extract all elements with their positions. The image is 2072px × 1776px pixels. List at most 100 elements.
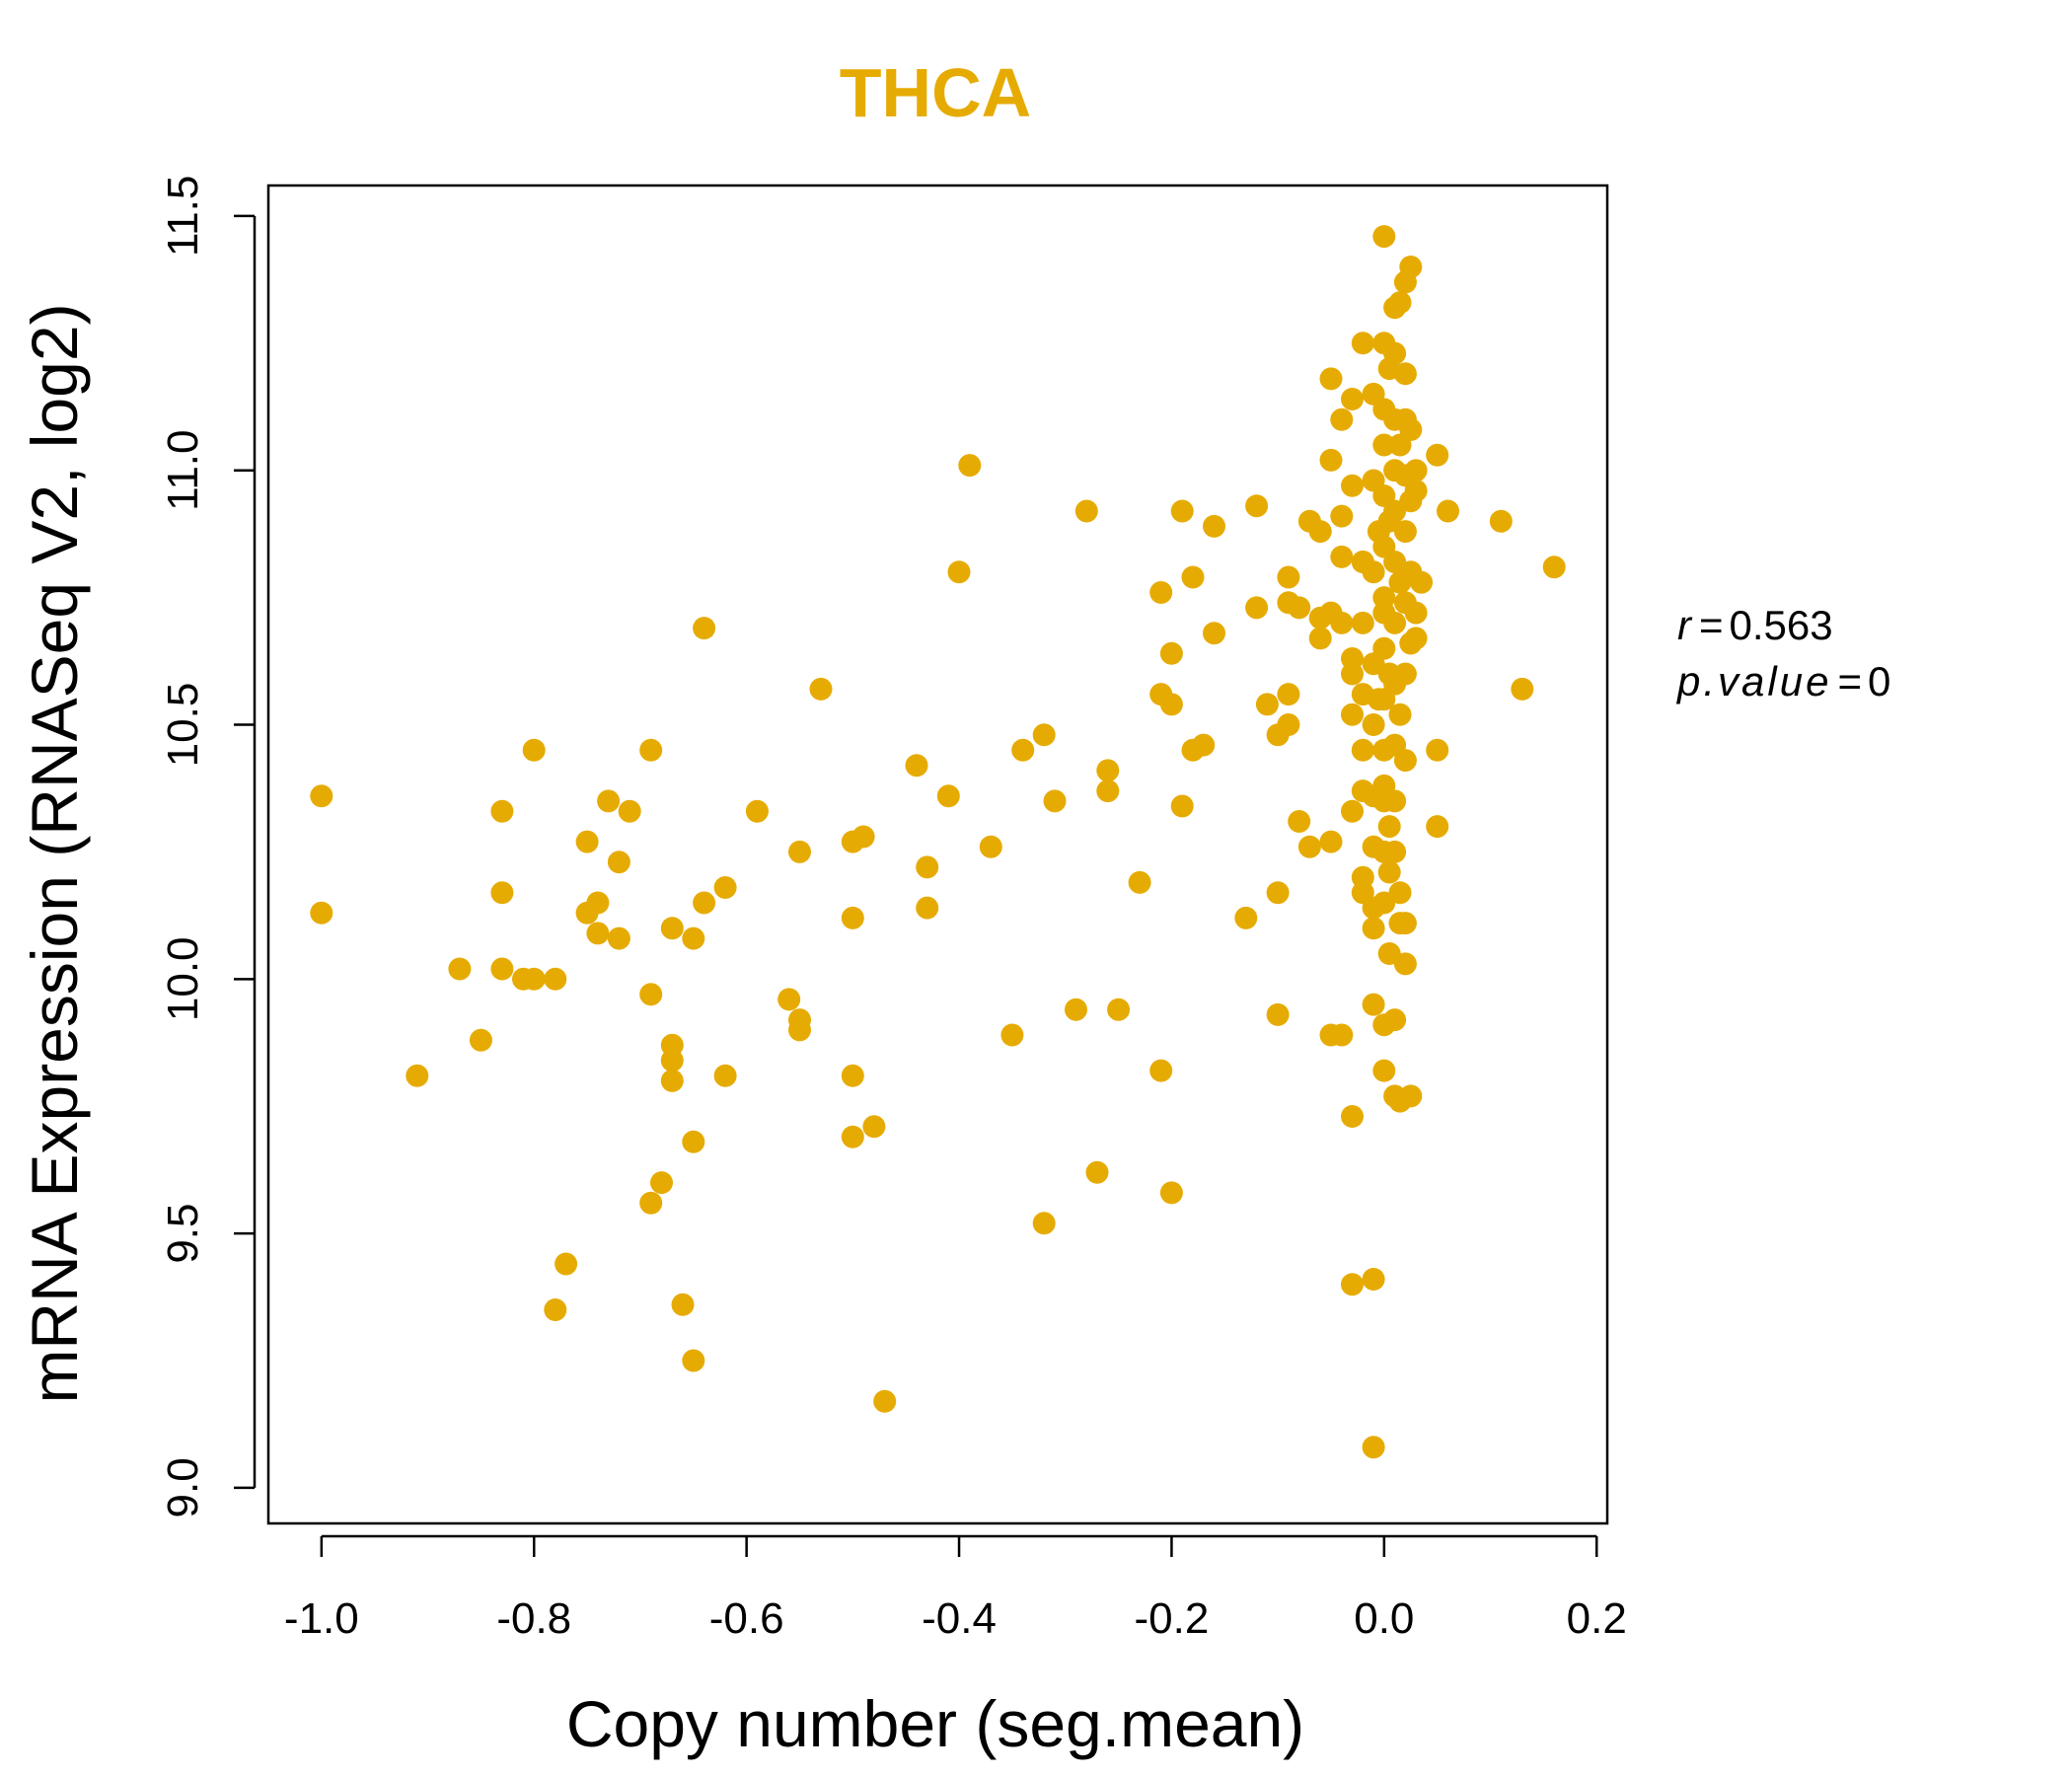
data-point bbox=[809, 677, 833, 701]
data-point bbox=[1032, 1212, 1056, 1235]
data-point bbox=[1383, 341, 1407, 365]
data-point bbox=[1288, 810, 1311, 833]
data-point bbox=[1372, 225, 1396, 249]
data-point bbox=[522, 967, 546, 991]
r-value: 0.563 bbox=[1730, 602, 1833, 648]
r-label: r bbox=[1677, 602, 1693, 648]
data-point bbox=[1277, 683, 1300, 706]
data-point bbox=[607, 851, 630, 874]
data-point bbox=[1393, 520, 1417, 544]
y-tick-label: 11.0 bbox=[159, 430, 207, 511]
data-point bbox=[406, 1064, 429, 1087]
data-point bbox=[862, 1115, 886, 1139]
x-axis-title: Copy number (seg.mean) bbox=[566, 1687, 1304, 1760]
data-point bbox=[1192, 733, 1216, 757]
data-point bbox=[1159, 641, 1183, 665]
data-point bbox=[1245, 494, 1269, 518]
data-point bbox=[660, 1069, 684, 1092]
x-tick-label: -0.2 bbox=[1135, 1594, 1210, 1643]
data-point bbox=[575, 830, 599, 853]
y-tick-label: 11.5 bbox=[159, 176, 207, 257]
data-point bbox=[1288, 596, 1311, 620]
data-point bbox=[958, 454, 982, 478]
data-point bbox=[1341, 799, 1364, 823]
data-point bbox=[841, 1064, 864, 1087]
data-point bbox=[1404, 479, 1428, 502]
data-point bbox=[1341, 703, 1364, 726]
data-point bbox=[1372, 1059, 1396, 1082]
data-point bbox=[1393, 662, 1417, 686]
data-point bbox=[1170, 499, 1194, 523]
y-tick-label: 9.0 bbox=[159, 1457, 207, 1517]
data-point bbox=[1330, 1023, 1354, 1047]
data-point bbox=[522, 738, 546, 762]
data-point bbox=[788, 1018, 811, 1042]
data-point bbox=[310, 901, 333, 925]
data-point bbox=[1399, 1084, 1423, 1108]
data-point bbox=[618, 799, 641, 823]
data-point bbox=[1255, 693, 1279, 716]
data-point bbox=[1128, 870, 1151, 894]
data-point bbox=[1372, 433, 1396, 457]
data-point bbox=[1399, 256, 1423, 278]
data-point bbox=[916, 896, 939, 920]
data-point bbox=[1234, 906, 1258, 929]
data-point bbox=[1149, 1059, 1173, 1082]
data-point bbox=[1085, 1160, 1109, 1184]
data-point bbox=[1159, 1181, 1183, 1205]
p-label: p.value bbox=[1675, 658, 1831, 704]
y-axis-title: mRNA Expression (RNASeq V2, log2) bbox=[18, 303, 91, 1403]
data-point bbox=[1377, 815, 1401, 839]
plot-frame bbox=[266, 184, 1609, 1525]
data-point bbox=[841, 1125, 864, 1148]
x-tick-label: 0.2 bbox=[1567, 1594, 1627, 1643]
data-point bbox=[1404, 459, 1428, 482]
data-point bbox=[1383, 840, 1407, 863]
data-point bbox=[947, 560, 971, 584]
data-point bbox=[1362, 713, 1385, 736]
data-point bbox=[788, 840, 811, 863]
data-point bbox=[1203, 622, 1225, 645]
data-point bbox=[1032, 723, 1056, 747]
data-point bbox=[1351, 611, 1374, 634]
data-point bbox=[1341, 1105, 1364, 1128]
data-point bbox=[1362, 993, 1385, 1016]
data-point bbox=[841, 906, 864, 929]
data-point bbox=[639, 983, 663, 1006]
data-point bbox=[639, 1191, 663, 1215]
data-point bbox=[1426, 443, 1449, 467]
data-point bbox=[490, 881, 514, 905]
data-point bbox=[1426, 738, 1449, 762]
p-equals: = bbox=[1837, 658, 1862, 704]
r-stat: r = 0.563 bbox=[1677, 602, 1833, 648]
data-point bbox=[1277, 713, 1300, 736]
data-point bbox=[544, 967, 567, 991]
data-point bbox=[1437, 499, 1459, 523]
data-point bbox=[1362, 1436, 1385, 1459]
data-point bbox=[745, 799, 769, 823]
data-point bbox=[1511, 677, 1534, 701]
data-point bbox=[1330, 407, 1354, 431]
r-equals: = bbox=[1699, 602, 1724, 648]
data-point bbox=[936, 784, 960, 808]
data-point bbox=[1341, 662, 1364, 686]
p-stat: p.value = 0 bbox=[1675, 658, 1890, 704]
y-tick-label: 9.5 bbox=[159, 1204, 207, 1264]
data-point bbox=[490, 957, 514, 981]
data-point bbox=[1393, 912, 1417, 935]
data-point bbox=[682, 1130, 705, 1153]
data-point bbox=[1377, 860, 1401, 884]
data-point bbox=[1149, 581, 1173, 604]
data-point bbox=[490, 799, 514, 823]
data-point bbox=[660, 1049, 684, 1073]
data-point bbox=[660, 917, 684, 940]
data-point bbox=[1096, 779, 1120, 803]
data-point bbox=[1341, 388, 1364, 410]
data-point bbox=[1399, 418, 1423, 441]
data-point bbox=[310, 784, 333, 808]
data-point bbox=[1393, 952, 1417, 976]
data-point bbox=[650, 1171, 673, 1195]
data-point bbox=[979, 835, 1002, 858]
chart-title: THCA bbox=[840, 54, 1031, 131]
